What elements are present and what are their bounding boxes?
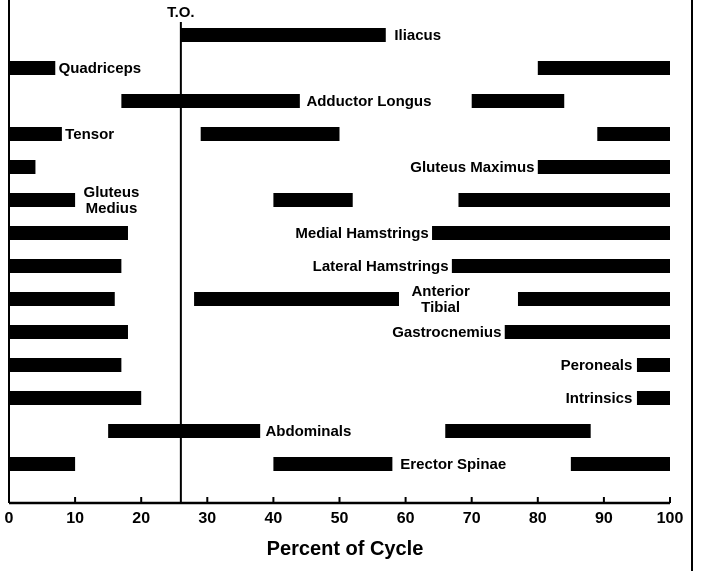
- bar-anterior-tibial-2: [194, 292, 399, 306]
- x-tick-label: 20: [132, 510, 150, 527]
- bar-gluteus-maximus-1: [9, 160, 36, 174]
- x-tick-label: 70: [463, 510, 481, 527]
- muscle-label: Anterior: [411, 283, 470, 300]
- bar-lateral-hamstrings-2: [451, 259, 670, 273]
- x-tick-label: 10: [66, 510, 84, 527]
- muscle-labels: Iliacus Quadriceps Adductor Longus Tensor Gl…: [59, 27, 633, 473]
- bar-tensor-2: [200, 127, 340, 141]
- bar-anterior-tibial-3: [517, 292, 670, 306]
- toe-off-label: T.O.: [167, 4, 195, 21]
- muscle-label: Tibial: [421, 299, 460, 316]
- x-axis: 0 10 20 30 40 50 60 70 80 90 100: [5, 497, 684, 527]
- bar-tensor-1: [9, 127, 62, 141]
- bar-peroneals-2: [636, 358, 670, 372]
- bar-gluteus-medius-2: [273, 193, 353, 207]
- bar-quadriceps-2: [537, 61, 670, 75]
- x-tick-label: 80: [529, 510, 547, 527]
- muscle-label: Lateral Hamstrings: [313, 258, 449, 275]
- bar-adductor-longus-2: [471, 94, 565, 108]
- x-tick-label: 60: [397, 510, 415, 527]
- x-tick-label: 30: [198, 510, 216, 527]
- muscle-label: Medial Hamstrings: [295, 225, 428, 242]
- muscle-label: Peroneals: [561, 357, 633, 374]
- muscle-label: Quadriceps: [59, 60, 142, 77]
- bar-tensor-3: [597, 127, 670, 141]
- bar-adductor-longus-1: [121, 94, 300, 108]
- bar-lateral-hamstrings-1: [9, 259, 122, 273]
- x-tick-label: 0: [5, 510, 14, 527]
- bar-medial-hamstrings-1: [9, 226, 128, 240]
- bar-medial-hamstrings-2: [432, 226, 670, 240]
- x-tick-label: 50: [331, 510, 349, 527]
- bar-anterior-tibial-1: [9, 292, 115, 306]
- x-tick-label: 40: [265, 510, 283, 527]
- bar-intrinsics-2: [636, 391, 670, 405]
- bar-abdominals-1: [108, 424, 261, 438]
- activity-bars: [9, 28, 670, 471]
- muscle-label: Medius: [86, 200, 138, 217]
- x-tick-label: 100: [657, 510, 684, 527]
- x-tick-label: 90: [595, 510, 613, 527]
- muscle-label: Erector Spinae: [400, 456, 506, 473]
- muscle-label: Abdominals: [265, 423, 351, 440]
- bar-gluteus-maximus-2: [537, 160, 670, 174]
- bar-peroneals-1: [9, 358, 122, 372]
- bar-erector-spinae-3: [570, 457, 670, 471]
- bar-gluteus-medius-1: [9, 193, 76, 207]
- muscle-label: Gluteus Maximus: [410, 159, 534, 176]
- muscle-label: Gluteus: [84, 184, 140, 201]
- bar-quadriceps-1: [9, 61, 56, 75]
- muscle-label: Tensor: [65, 126, 114, 143]
- bar-abdominals-2: [445, 424, 591, 438]
- muscle-label: Gastrocnemius: [392, 324, 501, 341]
- x-axis-label: Percent of Cycle: [267, 538, 424, 560]
- bar-erector-spinae-1: [9, 457, 76, 471]
- bar-gastrocnemius-2: [504, 325, 670, 339]
- bar-iliacus-1: [180, 28, 386, 42]
- plot-frame: T.O.: [8, 0, 693, 571]
- bar-gastrocnemius-1: [9, 325, 128, 339]
- muscle-label: Adductor Longus: [306, 93, 431, 110]
- muscle-label: Intrinsics: [566, 390, 633, 407]
- bar-intrinsics-1: [9, 391, 142, 405]
- bar-erector-spinae-2: [273, 457, 393, 471]
- muscle-label: Iliacus: [394, 27, 441, 44]
- bar-gluteus-medius-3: [458, 193, 670, 207]
